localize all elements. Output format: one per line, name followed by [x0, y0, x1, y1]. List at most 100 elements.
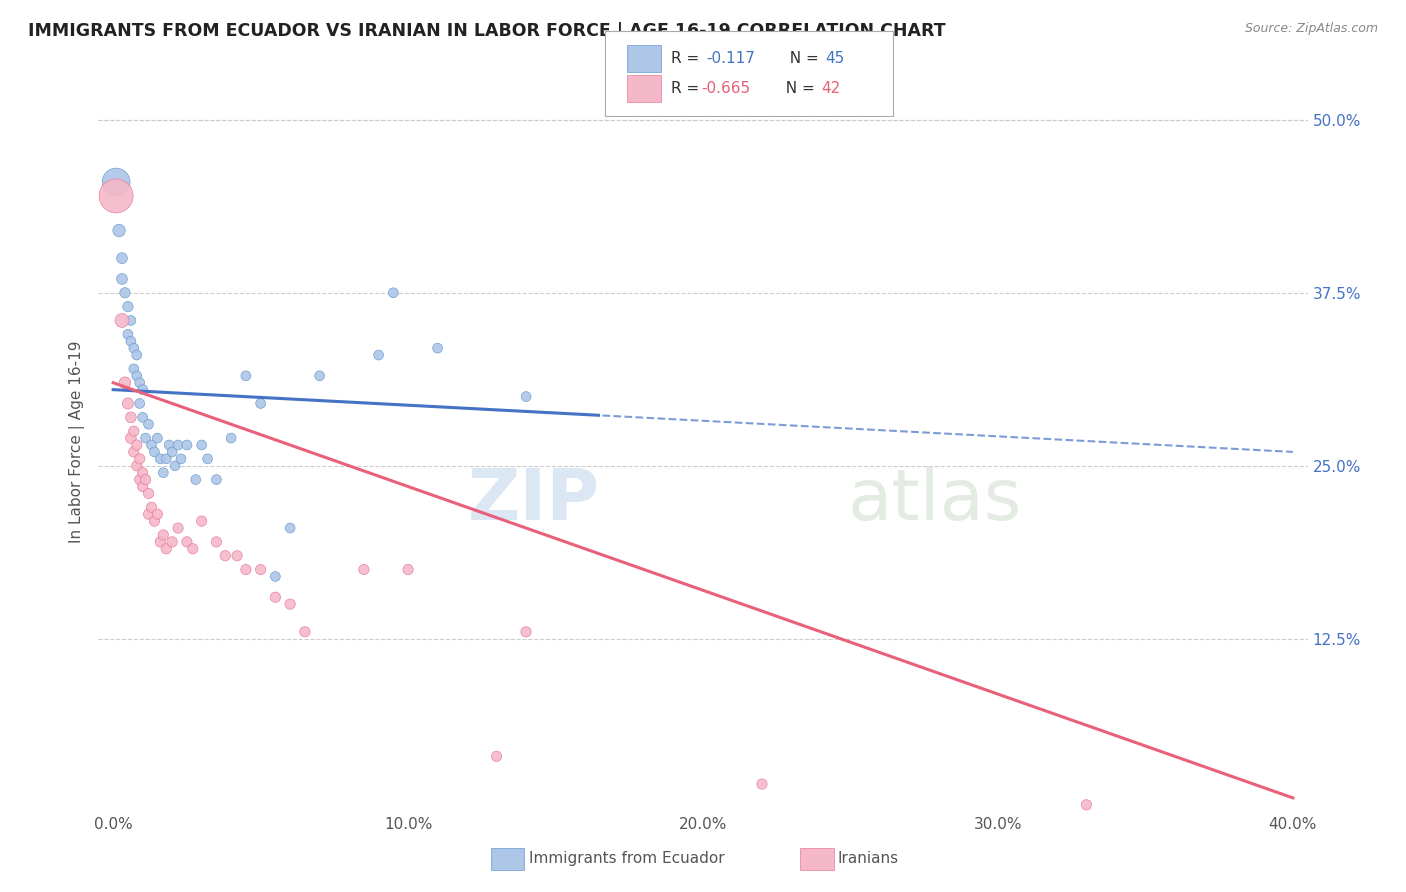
- Point: [184, 473, 207, 487]
- Point: [214, 549, 236, 563]
- Point: [382, 285, 405, 300]
- Point: [125, 438, 148, 452]
- Point: [128, 396, 150, 410]
- Point: [170, 451, 193, 466]
- Text: Iranians: Iranians: [838, 851, 898, 865]
- Text: -0.665: -0.665: [702, 81, 751, 95]
- Point: [122, 362, 145, 376]
- Point: [105, 189, 128, 203]
- Point: [181, 541, 204, 556]
- Point: [176, 438, 198, 452]
- Point: [367, 348, 389, 362]
- Point: [131, 410, 153, 425]
- Point: [120, 334, 142, 349]
- Point: [294, 624, 316, 639]
- Point: [160, 534, 183, 549]
- Text: 42: 42: [821, 81, 841, 95]
- Text: -0.117: -0.117: [706, 52, 755, 66]
- Point: [125, 348, 148, 362]
- Point: [205, 473, 228, 487]
- Point: [122, 341, 145, 355]
- Point: [235, 368, 257, 383]
- Point: [117, 396, 139, 410]
- Point: [128, 376, 150, 390]
- Point: [122, 445, 145, 459]
- Point: [141, 500, 163, 515]
- Point: [149, 534, 172, 549]
- Point: [108, 223, 131, 237]
- Point: [111, 272, 134, 286]
- Point: [515, 624, 537, 639]
- Point: [167, 521, 190, 535]
- Point: [138, 486, 160, 500]
- Point: [125, 368, 148, 383]
- Point: [143, 445, 166, 459]
- Point: [131, 479, 153, 493]
- Point: [141, 438, 163, 452]
- Point: [249, 563, 271, 577]
- Point: [155, 541, 177, 556]
- Point: [190, 438, 212, 452]
- Point: [176, 534, 198, 549]
- Point: [226, 549, 249, 563]
- Text: atlas: atlas: [848, 467, 1022, 535]
- Point: [152, 528, 174, 542]
- Point: [120, 410, 142, 425]
- Point: [146, 507, 169, 521]
- Point: [353, 563, 375, 577]
- Text: ZIP: ZIP: [468, 467, 600, 535]
- Point: [278, 597, 301, 611]
- Point: [138, 417, 160, 432]
- Point: [308, 368, 330, 383]
- Point: [117, 327, 139, 342]
- Point: [114, 285, 136, 300]
- Point: [515, 390, 537, 404]
- Point: [152, 466, 174, 480]
- Point: [205, 534, 228, 549]
- Point: [149, 451, 172, 466]
- Point: [190, 514, 212, 528]
- Point: [167, 438, 190, 452]
- Point: [135, 431, 157, 445]
- Text: Source: ZipAtlas.com: Source: ZipAtlas.com: [1244, 22, 1378, 36]
- Point: [426, 341, 449, 355]
- Point: [160, 445, 183, 459]
- Point: [264, 591, 287, 605]
- Point: [125, 458, 148, 473]
- Point: [249, 396, 271, 410]
- Point: [219, 431, 242, 445]
- Point: [396, 563, 419, 577]
- Point: [278, 521, 301, 535]
- Text: 45: 45: [825, 52, 845, 66]
- Point: [120, 313, 142, 327]
- Text: N =: N =: [776, 81, 820, 95]
- Point: [1076, 797, 1098, 812]
- Text: R =: R =: [671, 81, 704, 95]
- Point: [138, 507, 160, 521]
- Point: [485, 749, 508, 764]
- Point: [165, 458, 187, 473]
- Point: [751, 777, 773, 791]
- Point: [235, 563, 257, 577]
- Point: [111, 313, 134, 327]
- Point: [122, 424, 145, 438]
- Point: [155, 451, 177, 466]
- Point: [135, 473, 157, 487]
- Point: [264, 569, 287, 583]
- Point: [131, 383, 153, 397]
- Point: [105, 175, 128, 189]
- Point: [197, 451, 219, 466]
- Point: [128, 473, 150, 487]
- Point: [120, 431, 142, 445]
- Point: [114, 376, 136, 390]
- Point: [143, 514, 166, 528]
- Point: [157, 438, 180, 452]
- Y-axis label: In Labor Force | Age 16-19: In Labor Force | Age 16-19: [69, 340, 84, 543]
- Point: [117, 300, 139, 314]
- Point: [111, 251, 134, 265]
- Text: IMMIGRANTS FROM ECUADOR VS IRANIAN IN LABOR FORCE | AGE 16-19 CORRELATION CHART: IMMIGRANTS FROM ECUADOR VS IRANIAN IN LA…: [28, 22, 946, 40]
- Point: [131, 466, 153, 480]
- Text: Immigrants from Ecuador: Immigrants from Ecuador: [529, 851, 724, 865]
- Text: R =: R =: [671, 52, 709, 66]
- Text: N =: N =: [780, 52, 824, 66]
